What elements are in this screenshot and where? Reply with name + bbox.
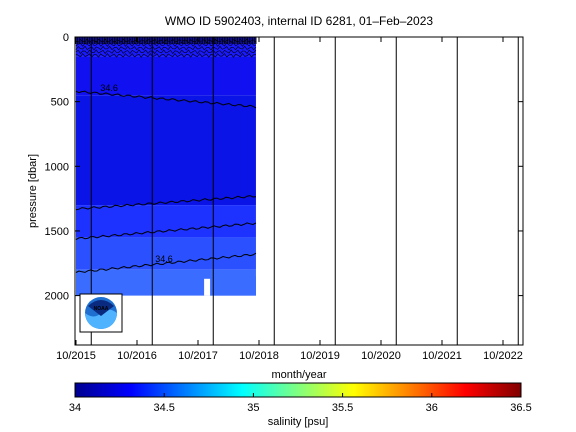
salinity-contours: 34.6 34.6 [75, 38, 257, 273]
logo-text: NOAA [94, 306, 109, 312]
x-axis: 10/2015 10/2016 10/2017 10/2018 10/2019 10/20… [56, 37, 523, 362]
x-tick-label: 10/2020 [361, 350, 401, 362]
y-axis-label: pressure [dbar] [27, 154, 39, 228]
y-tick-label: 500 [51, 97, 69, 109]
y-tick-label: 1500 [45, 226, 69, 238]
y-tick-label: 2000 [45, 291, 69, 303]
plot-frame [74, 36, 524, 346]
salinity-layers [76, 37, 256, 296]
logo-wave [85, 309, 117, 329]
salinity-layer [76, 56, 256, 96]
colorbar [74, 382, 522, 398]
y-tick-label: 0 [63, 32, 69, 44]
salinity-layer [76, 205, 256, 238]
salinity-layer-deep [210, 276, 256, 296]
surface-contour [75, 49, 257, 54]
logo-bird [88, 300, 114, 316]
plot-area: 34.6 34.6 [75, 37, 257, 296]
surface-contour [75, 45, 257, 51]
noaa-logo: NOAA [79, 293, 123, 333]
x-axis-label: month/year [271, 369, 326, 381]
y-axis: 0 500 1000 1500 2000 [45, 32, 523, 303]
surface-contour [75, 53, 257, 58]
x-tick-label: 10/2016 [117, 350, 157, 362]
contour-line [75, 90, 257, 109]
contour-line [75, 222, 257, 241]
salinity-layer [76, 95, 256, 206]
x-tick-label: 10/2022 [483, 350, 523, 362]
x-tick-label: 10/2017 [178, 350, 218, 362]
colorbar-tick-label: 34.5 [153, 402, 174, 414]
contour-line [75, 195, 257, 211]
contour-label: 34.6 [155, 254, 173, 264]
contour-line [75, 252, 257, 273]
colorbar-tick-label: 35 [247, 402, 259, 414]
colorbar-tick-label: 35.5 [332, 402, 353, 414]
data-gap [204, 278, 211, 296]
colorbar-tick-label: 36.5 [510, 402, 531, 414]
contour-label: 34.6 [100, 83, 118, 93]
colorbar-label: salinity [psu] [268, 416, 329, 428]
colorbar-ticks: 34 34.5 35 35.5 36 36.5 [69, 393, 532, 414]
profile-ticks [75, 37, 257, 44]
x-tick-label: 10/2018 [239, 350, 279, 362]
y-tick-label: 1000 [45, 161, 69, 173]
x-tick-label: 10/2019 [300, 350, 340, 362]
year-lines [90, 37, 519, 345]
chart-title: WMO ID 5902403, internal ID 6281, 01–Feb… [165, 14, 433, 28]
x-tick-label: 10/2021 [422, 350, 462, 362]
x-tick-label: 10/2015 [56, 350, 96, 362]
colorbar-tick-label: 34 [69, 402, 81, 414]
salinity-layer [76, 237, 256, 270]
colorbar-tick-label: 36 [426, 402, 438, 414]
